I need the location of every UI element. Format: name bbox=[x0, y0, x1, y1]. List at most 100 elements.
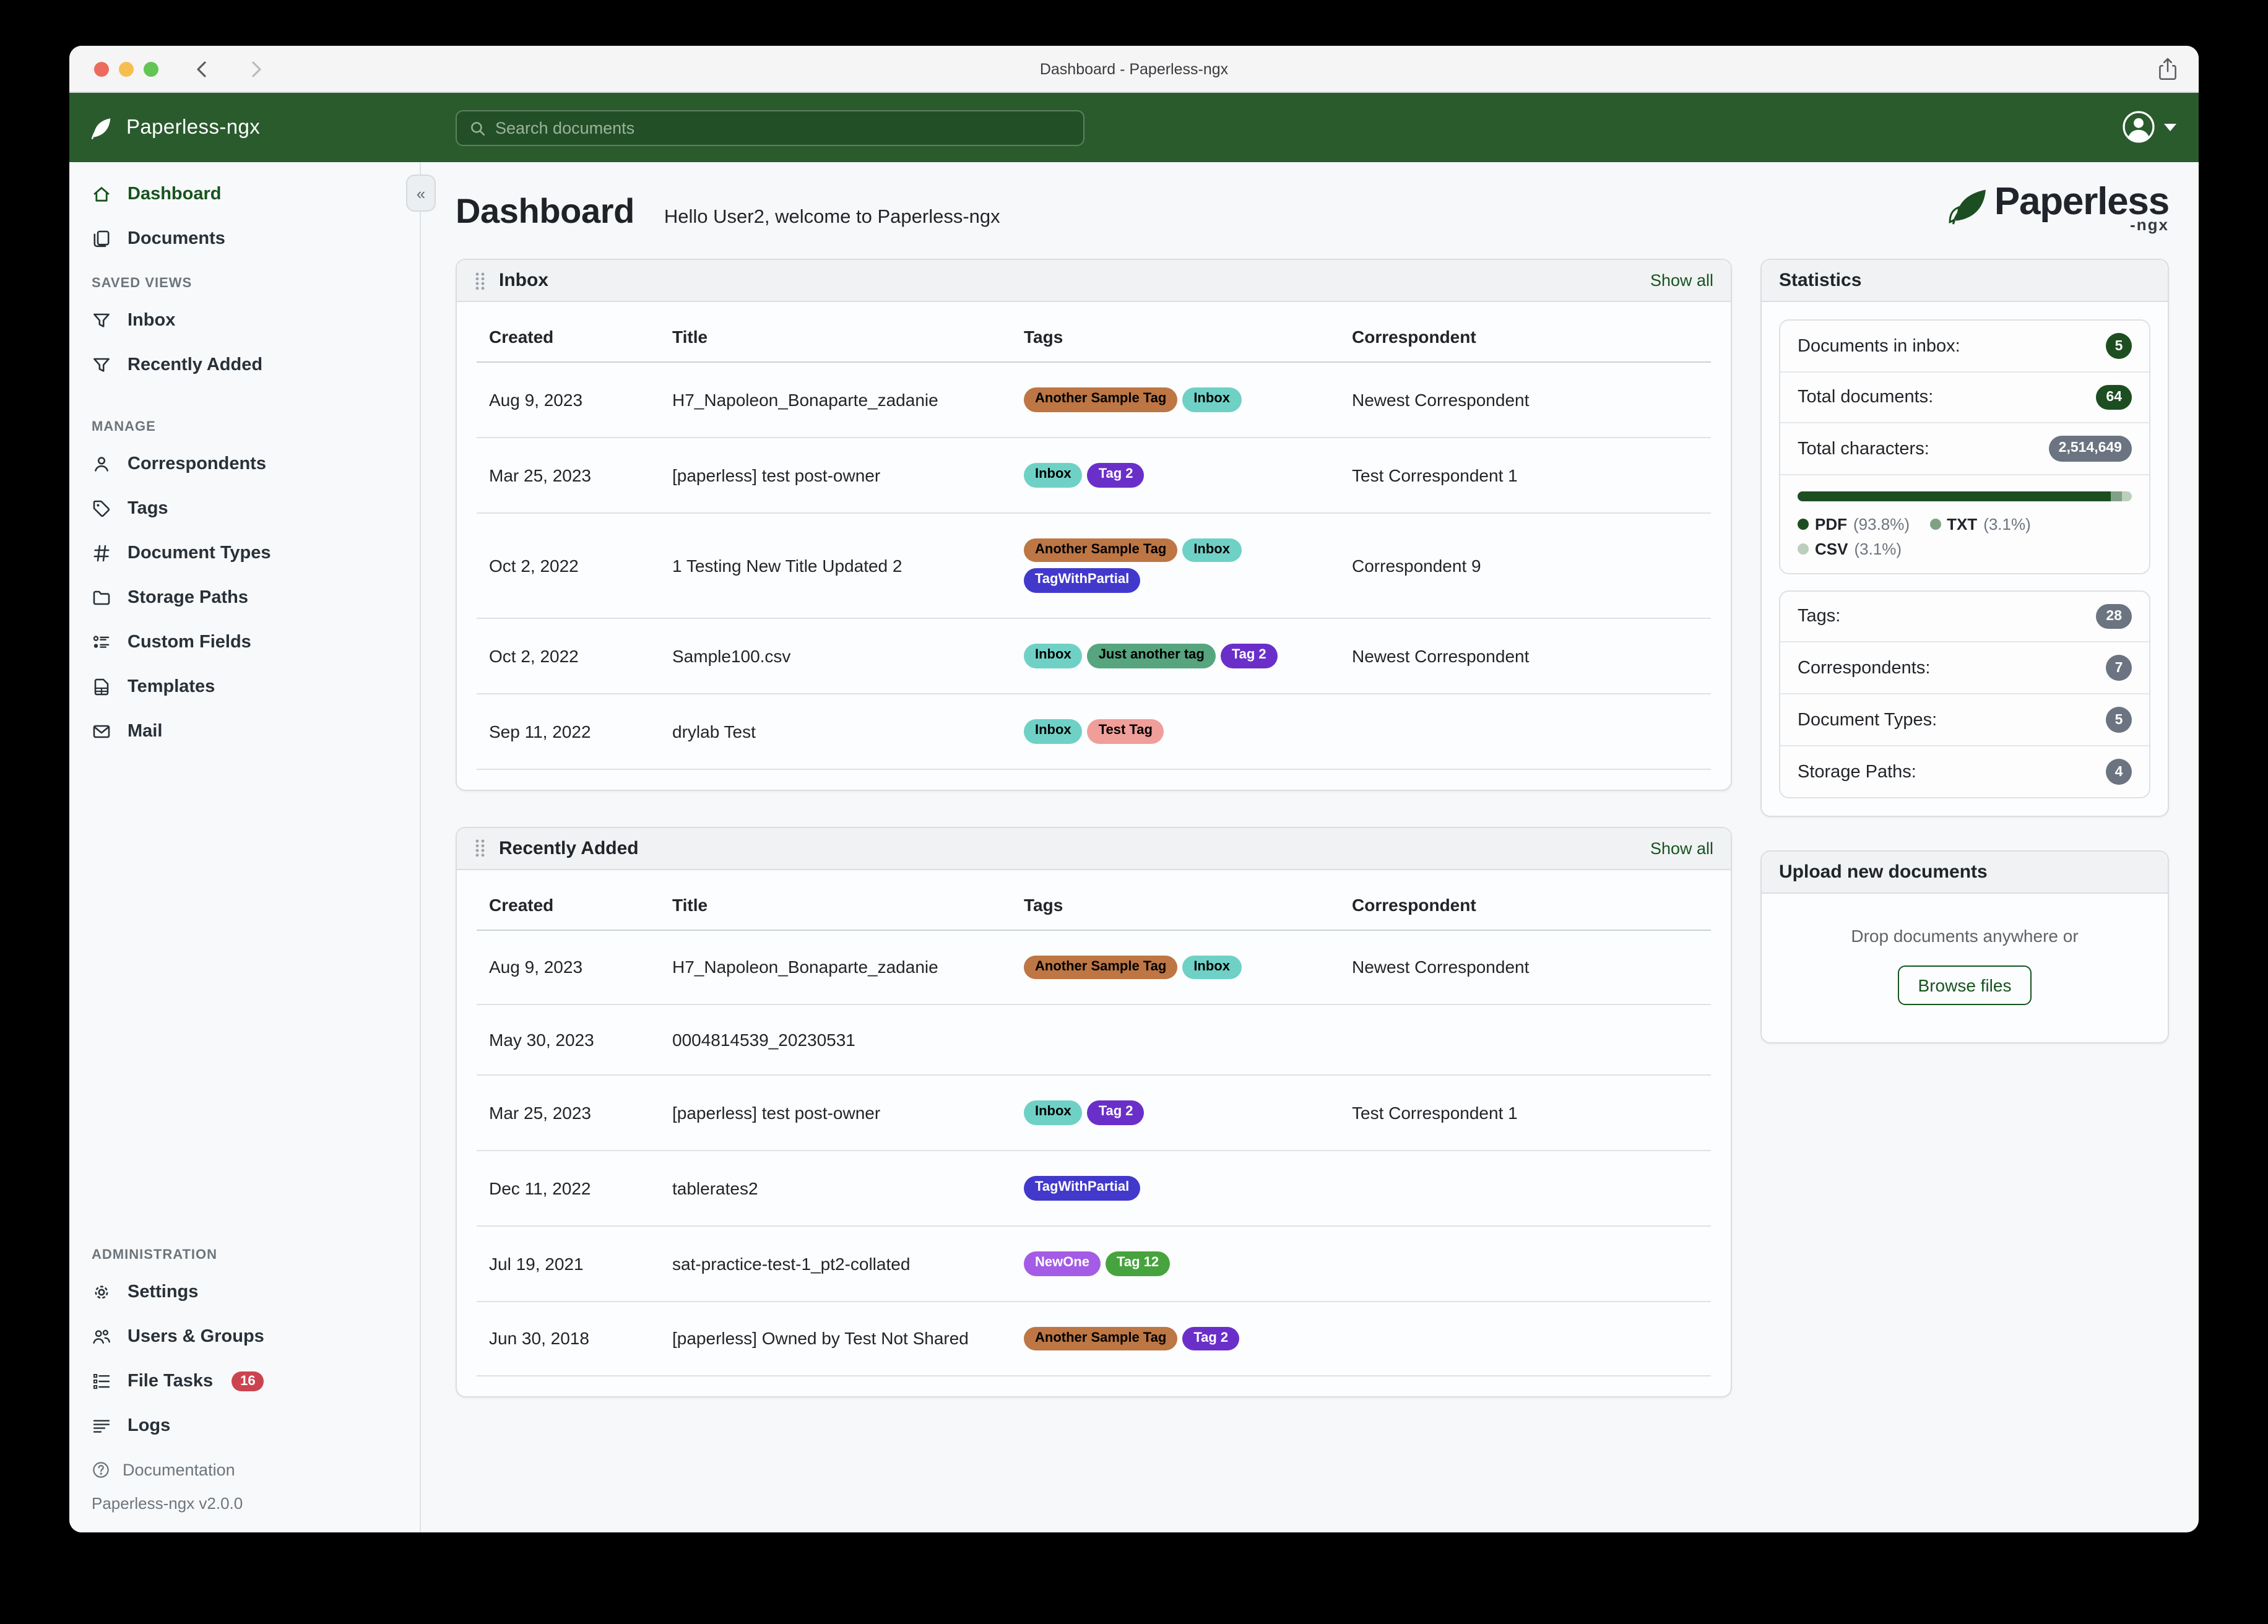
cell-tags: Inbox Test Tag bbox=[1024, 719, 1352, 743]
cell-title document-link[interactable]: drylab Test bbox=[672, 721, 756, 741]
share-icon[interactable] bbox=[2157, 56, 2179, 83]
cell-title document-link[interactable]: Sample100.csv bbox=[672, 646, 791, 666]
sidebar-item-label: Dashboard bbox=[128, 184, 222, 204]
brand[interactable]: Paperless-ngx bbox=[88, 113, 260, 142]
sidebar-item-logs[interactable]: Logs bbox=[69, 1404, 420, 1448]
search-icon bbox=[471, 121, 485, 136]
sidebar-item-users-groups[interactable]: Users & Groups bbox=[69, 1315, 420, 1359]
table-row[interactable]: Aug 9, 2023 H7_Napoleon_Bonaparte_zadanie… bbox=[477, 363, 1711, 438]
cell-title document-link[interactable]: [paperless] test post-owner bbox=[672, 1103, 881, 1123]
sidebar-item-file-tasks[interactable]: File Tasks 16 bbox=[69, 1359, 420, 1404]
maximize-window-button[interactable] bbox=[144, 61, 158, 76]
sidebar-item-mail[interactable]: Mail bbox=[69, 709, 420, 754]
stat-label: Total documents: bbox=[1798, 387, 1934, 408]
gear-icon bbox=[92, 1282, 111, 1302]
sidebar-section-heading-manage: MANAGE bbox=[92, 420, 156, 434]
file-type-bar bbox=[1798, 491, 2132, 501]
cell-correspondent: Newest Correspondent bbox=[1352, 957, 1530, 977]
cell-title document-link[interactable]: 0004814539_20230531 bbox=[672, 1030, 855, 1050]
column-header-created: Created bbox=[489, 894, 554, 914]
sidebar-item-document-types[interactable]: Document Types bbox=[69, 531, 420, 576]
sidebar-item-inbox[interactable]: Inbox bbox=[69, 298, 420, 343]
drag-handle-icon[interactable] bbox=[474, 270, 487, 290]
documentation-label: Documentation bbox=[123, 1461, 235, 1479]
stat-value-badge: 5 bbox=[2106, 333, 2132, 359]
table-row[interactable]: Mar 25, 2023 [paperless] test post-owner I… bbox=[477, 438, 1711, 513]
back-icon[interactable] bbox=[191, 58, 213, 80]
cell-tags: Inbox Just another tag Tag 2 bbox=[1024, 644, 1352, 668]
table-row[interactable]: Dec 11, 2022 tablerates2 TagWithPartial bbox=[477, 1151, 1711, 1227]
show-all-link[interactable]: Show all bbox=[1650, 839, 1713, 857]
sidebar-spacer bbox=[69, 754, 420, 1216]
sidebar-item-label: Inbox bbox=[128, 311, 176, 330]
cell-tags: Another Sample Tag Inbox bbox=[1024, 955, 1352, 980]
sidebar-section-heading-saved-views: SAVED VIEWS bbox=[92, 276, 193, 291]
search-input[interactable] bbox=[495, 119, 1071, 137]
close-window-button[interactable] bbox=[94, 61, 109, 76]
cell-created: Dec 11, 2022 bbox=[489, 1178, 591, 1198]
table-row[interactable]: Aug 9, 2023 H7_Napoleon_Bonaparte_zadanie… bbox=[477, 930, 1711, 1006]
tag-pill-tagwithpartial: TagWithPartial bbox=[1024, 1176, 1141, 1201]
column-header-tags: Tags bbox=[1024, 327, 1063, 347]
stat-value-badge: 2,514,649 bbox=[2048, 436, 2132, 462]
browse-files-button[interactable]: Browse files bbox=[1898, 965, 2032, 1006]
sidebar-item-label: Mail bbox=[128, 722, 163, 741]
table-row[interactable]: Sep 11, 2022 drylab Test Inbox Test Tag bbox=[477, 694, 1711, 769]
sidebar-item-custom-fields[interactable]: Custom Fields bbox=[69, 620, 420, 665]
sidebar-item-correspondents[interactable]: Correspondents bbox=[69, 442, 420, 486]
column-header-correspondent: Correspondent bbox=[1352, 894, 1476, 914]
upload-hint: Drop documents anywhere or bbox=[1851, 926, 2079, 946]
avatar-icon bbox=[2123, 111, 2155, 143]
legend-dot-icon bbox=[1798, 543, 1809, 555]
sidebar-item-storage-paths[interactable]: Storage Paths bbox=[69, 576, 420, 620]
sidebar: Dashboard Documents SAVED VIEWS Inbox Recent… bbox=[69, 162, 421, 1532]
file-type-legend: PDF (93.8%) TXT (3.1%) CSV (3.1%) bbox=[1798, 515, 2132, 558]
table-row[interactable]: Jun 30, 2018 [paperless] Owned by Test No… bbox=[477, 1302, 1711, 1377]
sidebar-item-label: Settings bbox=[128, 1282, 199, 1302]
cell-tags: Another Sample Tag Tag 2 bbox=[1024, 1326, 1352, 1351]
drag-handle-icon[interactable] bbox=[474, 838, 487, 858]
app-window: Dashboard - Paperless-ngx Paperless-ngx bbox=[69, 46, 2199, 1532]
sidebar-item-templates[interactable]: Templates bbox=[69, 665, 420, 709]
sidebar-item-settings[interactable]: Settings bbox=[69, 1270, 420, 1315]
widget-title: Upload new documents bbox=[1779, 862, 1988, 883]
body: « Dashboard Documents SAVED VIEWS Inbox Rece… bbox=[69, 162, 2199, 1532]
cell-title document-link[interactable]: sat-practice-test-1_pt2-collated bbox=[672, 1253, 911, 1274]
table-row[interactable]: May 30, 2023 0004814539_20230531 bbox=[477, 1006, 1711, 1076]
sidebar-item-tags[interactable]: Tags bbox=[69, 486, 420, 531]
show-all-link[interactable]: Show all bbox=[1650, 271, 1713, 290]
column-header-created: Created bbox=[489, 327, 554, 347]
cell-title document-link[interactable]: [paperless] Owned by Test Not Shared bbox=[672, 1328, 969, 1349]
cell-title document-link[interactable]: [paperless] test post-owner bbox=[672, 465, 881, 485]
table-row[interactable]: Mar 25, 2023 [paperless] test post-owner I… bbox=[477, 1076, 1711, 1151]
sidebar-item-label: Tags bbox=[128, 499, 168, 519]
widget-title: Statistics bbox=[1779, 270, 1862, 291]
logo-suffix: -ngx bbox=[2130, 215, 2169, 234]
cell-correspondent: Newest Correspondent bbox=[1352, 646, 1530, 666]
user-menu[interactable] bbox=[2122, 110, 2176, 144]
minimize-window-button[interactable] bbox=[119, 61, 134, 76]
cell-title document-link[interactable]: H7_Napoleon_Bonaparte_zadanie bbox=[672, 957, 938, 977]
sidebar-item-documents[interactable]: Documents bbox=[69, 217, 420, 261]
upload-dropzone[interactable]: Drop documents anywhere or Browse files bbox=[1762, 894, 2168, 1042]
sidebar-collapse-button[interactable]: « bbox=[406, 175, 436, 212]
sidebar-item-recently-added[interactable]: Recently Added bbox=[69, 343, 420, 387]
column-header-correspondent: Correspondent bbox=[1352, 327, 1476, 347]
tag-pill-inbox: Inbox bbox=[1024, 1100, 1083, 1125]
leaf-logo-icon bbox=[91, 118, 111, 139]
sidebar-item-label: Document Types bbox=[128, 543, 271, 563]
sidebar-item-dashboard[interactable]: Dashboard bbox=[69, 172, 420, 217]
inbox-widget-header: Inbox Show all bbox=[457, 260, 1731, 302]
documentation-link[interactable]: Documentation bbox=[92, 1461, 397, 1479]
table-row[interactable]: Oct 2, 2022 Sample100.csv Inbox Just anothe… bbox=[477, 619, 1711, 694]
table-row[interactable]: Jul 19, 2021 sat-practice-test-1_pt2-coll… bbox=[477, 1227, 1711, 1302]
upload-widget: Upload new documents Drop documents anyw… bbox=[1760, 850, 2169, 1044]
forward-icon[interactable] bbox=[245, 58, 267, 80]
cell-title document-link[interactable]: tablerates2 bbox=[672, 1178, 758, 1198]
tag-pill-tag-2: Tag 2 bbox=[1087, 1100, 1145, 1125]
cell-title document-link[interactable]: 1 Testing New Title Updated 2 bbox=[672, 555, 902, 576]
stat-label: Correspondents: bbox=[1798, 658, 1931, 678]
table-row[interactable]: Oct 2, 2022 1 Testing New Title Updated 2… bbox=[477, 513, 1711, 619]
legend-share: (3.1%) bbox=[1854, 539, 1902, 558]
cell-title document-link[interactable]: H7_Napoleon_Bonaparte_zadanie bbox=[672, 389, 938, 410]
